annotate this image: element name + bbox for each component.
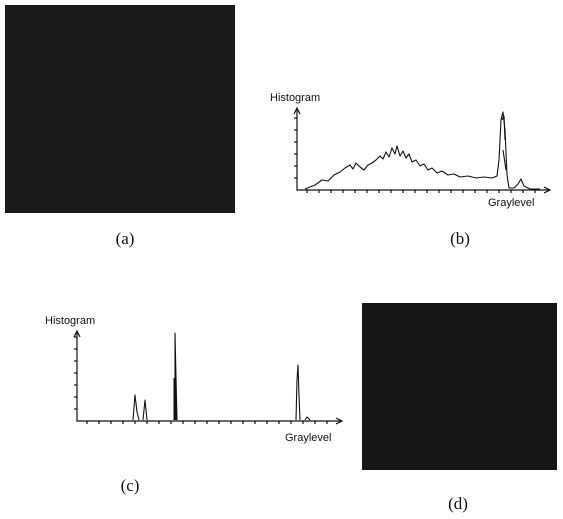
image-a — [5, 5, 235, 213]
panel-label: (a) — [116, 229, 135, 248]
axes — [73, 329, 344, 425]
y-axis-label: Histogram — [270, 92, 320, 104]
peak-detail — [501, 115, 507, 171]
image-d — [362, 303, 557, 470]
x-axis-label: Graylevel — [285, 432, 331, 444]
x-axis-label: Graylevel — [488, 197, 534, 209]
histogram-spikes — [132, 332, 311, 421]
panel-label: (b) — [450, 229, 470, 248]
y-axis-label: Histogram — [45, 315, 95, 327]
histogram-curve — [304, 111, 540, 190]
panel-label: (d) — [448, 494, 468, 513]
spike-body — [173, 378, 177, 420]
panel-label: (c) — [121, 476, 140, 495]
axes — [293, 106, 552, 194]
histogram-b: Histogram Graylevel — [270, 92, 552, 209]
histogram-c: Histogram Graylevel — [45, 315, 344, 444]
